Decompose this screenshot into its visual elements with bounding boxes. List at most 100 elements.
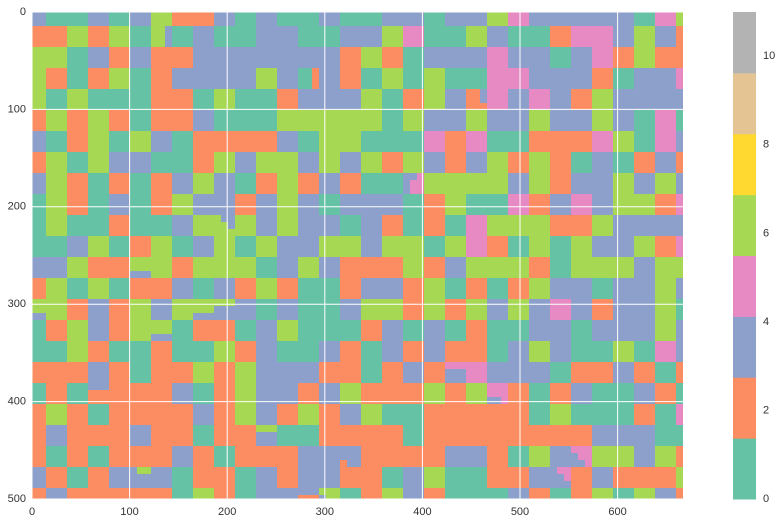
pixel-block: [305, 54, 312, 61]
pixel-block: [382, 68, 389, 75]
pixel-block: [543, 355, 550, 362]
pixel-block: [557, 117, 564, 124]
pixel-block: [291, 250, 298, 257]
pixel-block: [634, 61, 641, 68]
pixel-block: [158, 222, 165, 229]
pixel-block: [522, 187, 529, 194]
pixel-block: [319, 299, 326, 306]
pixel-block: [88, 12, 95, 19]
pixel-block: [529, 243, 536, 250]
pixel-block: [354, 68, 361, 75]
pixel-block: [669, 82, 676, 89]
pixel-block: [291, 313, 298, 320]
pixel-block: [536, 110, 543, 117]
pixel-block: [592, 250, 599, 257]
pixel-block: [466, 82, 473, 89]
pixel-block: [613, 54, 620, 61]
pixel-block: [60, 96, 67, 103]
pixel-block: [123, 383, 130, 390]
pixel-block: [228, 131, 235, 138]
pixel-block: [452, 383, 459, 390]
pixel-block: [298, 355, 305, 362]
pixel-block: [585, 103, 592, 110]
pixel-block: [620, 54, 627, 61]
pixel-block: [102, 131, 109, 138]
pixel-block: [172, 180, 179, 187]
pixel-block: [256, 257, 263, 264]
pixel-block: [627, 215, 634, 222]
pixel-block: [473, 138, 480, 145]
pixel-block: [403, 26, 410, 33]
pixel-block: [46, 236, 53, 243]
pixel-block: [137, 152, 144, 159]
pixel-block: [508, 250, 515, 257]
pixel-block: [312, 194, 319, 201]
pixel-block: [557, 26, 564, 33]
pixel-block: [655, 271, 662, 278]
pixel-block: [32, 12, 39, 19]
pixel-block: [95, 236, 102, 243]
pixel-block: [207, 47, 214, 54]
pixel-block: [228, 173, 235, 180]
pixel-block: [438, 194, 445, 201]
pixel-block: [291, 229, 298, 236]
pixel-block: [466, 243, 473, 250]
pixel-block: [235, 166, 242, 173]
pixel-block: [648, 299, 655, 306]
pixel-block: [438, 180, 445, 187]
pixel-block: [676, 180, 683, 187]
pixel-block: [522, 341, 529, 348]
pixel-block: [564, 187, 571, 194]
pixel-block: [438, 33, 445, 40]
pixel-block: [207, 138, 214, 145]
pixel-block: [242, 264, 249, 271]
pixel-block: [221, 299, 228, 306]
pixel-block: [452, 355, 459, 362]
pixel-block: [396, 362, 403, 369]
pixel-block: [291, 236, 298, 243]
pixel-block: [676, 138, 683, 145]
pixel-block: [599, 82, 606, 89]
pixel-block: [396, 348, 403, 355]
pixel-block: [543, 89, 550, 96]
pixel-block: [249, 47, 256, 54]
pixel-block: [445, 243, 452, 250]
pixel-block: [634, 320, 641, 327]
pixel-block: [662, 33, 669, 40]
pixel-block: [578, 89, 585, 96]
pixel-block: [487, 341, 494, 348]
pixel-block: [676, 40, 683, 47]
pixel-block: [319, 292, 326, 299]
pixel-block: [256, 222, 263, 229]
pixel-block: [214, 243, 221, 250]
pixel-block: [620, 285, 627, 292]
pixel-block: [501, 159, 508, 166]
pixel-block: [235, 131, 242, 138]
pixel-block: [417, 61, 424, 68]
pixel-block: [501, 187, 508, 194]
pixel-block: [46, 68, 53, 75]
pixel-block: [662, 54, 669, 61]
pixel-block: [298, 215, 305, 222]
pixel-block: [627, 103, 634, 110]
pixel-block: [480, 187, 487, 194]
pixel-block: [634, 103, 641, 110]
pixel-block: [487, 236, 494, 243]
pixel-block: [312, 187, 319, 194]
pixel-block: [228, 292, 235, 299]
pixel-block: [599, 117, 606, 124]
pixel-block: [354, 96, 361, 103]
pixel-block: [256, 334, 263, 341]
pixel-block: [46, 110, 53, 117]
pixel-block: [305, 201, 312, 208]
pixel-block: [480, 40, 487, 47]
pixel-block: [256, 250, 263, 257]
pixel-block: [459, 257, 466, 264]
pixel-block: [508, 341, 515, 348]
pixel-block: [536, 131, 543, 138]
pixel-block: [130, 61, 137, 68]
pixel-block: [676, 173, 683, 180]
pixel-block: [515, 376, 522, 383]
pixel-block: [235, 187, 242, 194]
pixel-block: [165, 82, 172, 89]
